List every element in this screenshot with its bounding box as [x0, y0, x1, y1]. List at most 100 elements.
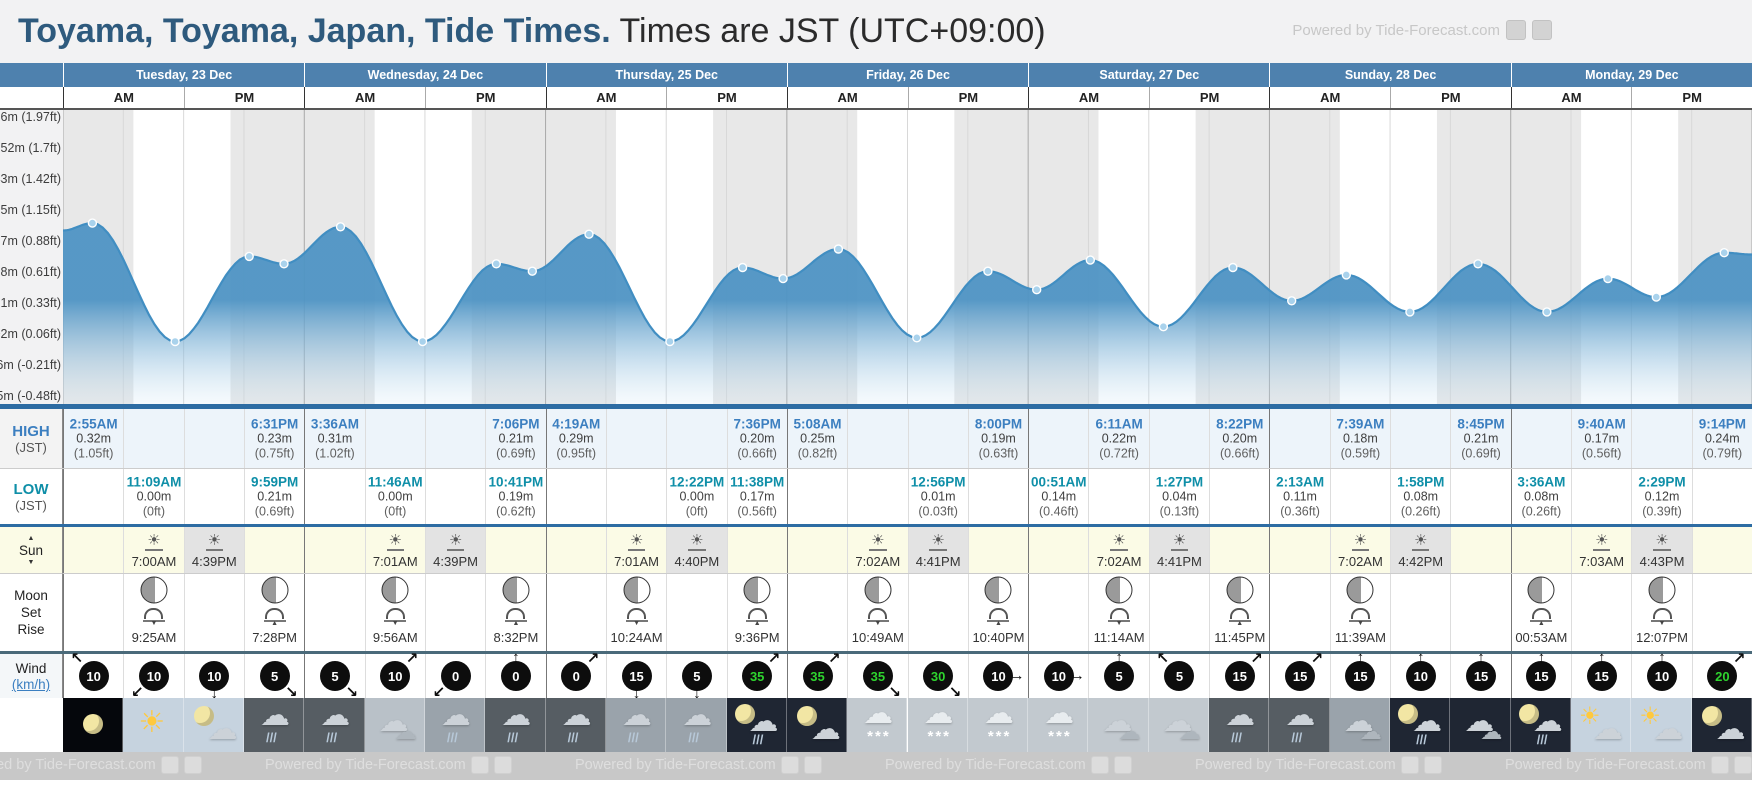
low-tide-entry-height-ft: (0.62ft): [496, 504, 536, 518]
high-tide-cell: [1269, 409, 1329, 468]
moon-rise-time: 9:36PM: [734, 630, 780, 645]
low-tide-entry: 2:13AM 0.11m (0.36ft): [1270, 474, 1329, 519]
low-tide-entry-height-ft: (0.26ft): [1521, 504, 1562, 518]
weather-cloud-icon: ☁ ☁: [1148, 698, 1210, 752]
sunset-icon: ☀: [446, 531, 465, 551]
low-tide-cell: [545, 469, 606, 524]
moon-rise-item: ▲ 11:45PM: [1210, 608, 1269, 645]
high-tide-entry-time: 2:55AM: [69, 416, 118, 431]
snow-glyph: ***: [927, 728, 952, 745]
moon-setrise-cell: [786, 605, 847, 651]
sunrise-time: 7:01AM: [614, 553, 659, 569]
high-tide-entry-height-ft: (0.69ft): [496, 446, 536, 460]
high-tide-cell: [123, 409, 183, 468]
moon-setrise-cell: [183, 605, 244, 651]
weather-rain-icon: ☁///: [605, 698, 667, 752]
wind-badge: 10 ↑: [1642, 650, 1682, 696]
high-tide-entry: 6:11AM 0.22m (0.72ft): [1089, 416, 1148, 461]
day-header-corner: [0, 63, 63, 87]
powered-by-watermark[interactable]: Powered by Tide-Forecast.com: [1195, 756, 1442, 774]
rain-glyph: ///: [507, 730, 519, 745]
high-tide-entry-height-m: 0.29m: [558, 431, 594, 445]
tide-extreme-dot: [737, 262, 748, 273]
low-tide-cell: 11:46AM 0.00m (0ft): [364, 469, 425, 524]
moon-setrise-cell: [1571, 605, 1631, 651]
wind-cell: 35 ↗: [726, 651, 787, 698]
sun-cell: ☀ 7:02AM: [1088, 527, 1148, 573]
wind-unit-link[interactable]: (km/h): [11, 677, 51, 692]
moon-phase-cell: [1691, 574, 1752, 605]
wind-speed: 35: [802, 661, 833, 691]
low-tide-cell: 12:56PM 0.01m (0.03ft): [907, 469, 968, 524]
cloud-glyph: ☁: [1225, 699, 1256, 732]
high-tide-entry-time: 8:00PM: [974, 416, 1023, 431]
wind-cell: 15 ↑: [1571, 650, 1631, 698]
moon-set-icon: [868, 608, 888, 619]
moon-set-time: 9:56AM: [372, 630, 418, 645]
weather-rain-icon: ☁///: [1269, 698, 1330, 752]
moon-setrise-cell: ▼ 10:24AM: [605, 605, 666, 651]
sunrise-item: ☀ 7:03AM: [1572, 531, 1631, 571]
high-tide-entry-height-m: 0.31m: [317, 431, 353, 445]
powered-by-watermark[interactable]: Powered by Tide-Forecast.com: [265, 756, 512, 774]
high-tide-entry-height-ft: (0.95ft): [556, 446, 597, 460]
day-header-1: Tuesday, 23 Dec: [63, 63, 304, 87]
wind-badge: 15 ↑: [1521, 650, 1561, 696]
moon-set-time: 10:24AM: [610, 630, 663, 645]
moon-setrise-cell: ▼ 12:07PM: [1631, 605, 1691, 651]
low-tide-entry-height-ft: (0.36ft): [1280, 504, 1320, 518]
high-tide-cell: 8:45PM 0.21m (0.69ft): [1450, 409, 1510, 468]
moon-phase-cell: [545, 574, 606, 605]
wind-speed: 15: [1466, 661, 1497, 691]
high-tide-entry: 7:39AM 0.18m (0.59ft): [1331, 416, 1390, 461]
wind-cell: 5 ↓: [666, 654, 726, 701]
moon-rise-time: 11:45PM: [1214, 630, 1266, 645]
day-header-row: Tuesday, 23 Dec Wednesday, 24 Dec Thursday…: [0, 63, 1752, 87]
moon-setrise-cell: [545, 605, 606, 651]
share-icon[interactable]: [1506, 20, 1526, 40]
moon-phase-cell: [485, 574, 545, 605]
high-tide-cell: [183, 409, 244, 468]
weather-rain-icon: ☁///: [485, 698, 546, 752]
low-tide-entry-height-m: 0.01m: [920, 489, 956, 503]
powered-by-watermark[interactable]: Powered by Tide-Forecast.com: [575, 756, 822, 774]
powered-by-watermark[interactable]: Powered by Tide-Forecast.com: [0, 756, 202, 774]
powered-by-watermark[interactable]: Powered by Tide-Forecast.com: [1505, 756, 1752, 774]
moon-setrise-cell: [1148, 605, 1209, 651]
low-tide-entry-time: 11:46AM: [367, 474, 423, 489]
sunrise-icon: ☀: [627, 531, 646, 551]
tide-extreme-dot: [1651, 292, 1662, 302]
sun-cell: ☀ 4:39PM: [183, 527, 244, 573]
wind-cell: 15 ↗: [1209, 651, 1269, 698]
high-tide-cell: 9:14PM 0.24m (0.79ft): [1691, 409, 1752, 468]
high-tide-cell: [1631, 409, 1691, 468]
low-tide-cell: [1691, 469, 1752, 524]
tide-extreme-dot: [1228, 262, 1238, 273]
low-tide-entry-time: 2:13AM: [1276, 474, 1325, 489]
high-tide-entry-height-m: 0.24m: [1704, 431, 1740, 445]
sunset-time: 4:42PM: [1398, 553, 1444, 569]
powered-by-text[interactable]: Powered by Tide-Forecast.com: [1292, 21, 1500, 39]
rain-glyph: ///: [627, 730, 639, 745]
powered-by-watermark[interactable]: Powered by Tide-Forecast.com: [885, 756, 1132, 774]
high-tide-cell: 8:00PM 0.19m (0.63ft): [967, 409, 1028, 468]
cloud-glyph: ☁: [1412, 705, 1443, 738]
wind-speed: 5: [319, 661, 350, 691]
wind-cell: 5 ↘: [304, 654, 364, 700]
sun-cell: ☀ 4:39PM: [424, 527, 486, 573]
share-icon[interactable]: [1532, 20, 1552, 40]
powered-by-top[interactable]: Powered by Tide-Forecast.com: [1292, 20, 1552, 40]
wind-badge: 10 ↗: [375, 651, 418, 696]
high-tide-entry: 3:36AM 0.31m (1.02ft): [305, 416, 364, 461]
low-tide-entry-height-m: 0.11m: [1283, 489, 1317, 503]
wind-speed: 15: [1224, 661, 1255, 691]
high-tide-cell: 6:31PM 0.23m (0.75ft): [243, 409, 304, 468]
high-tide-entry: 7:36PM 0.20m (0.66ft): [728, 416, 787, 461]
moon-setrise-cell: [304, 605, 364, 651]
low-tide-cell: [1450, 469, 1510, 524]
cloud-glyph: ☁: [1044, 698, 1075, 730]
weather-cloud-icon: ☁ ☁: [1088, 698, 1149, 752]
high-tide-cell: 4:19AM 0.29m (0.95ft): [545, 409, 606, 468]
moon-glyph: [796, 706, 817, 726]
wind-direction-n-icon: ↑: [512, 649, 520, 666]
